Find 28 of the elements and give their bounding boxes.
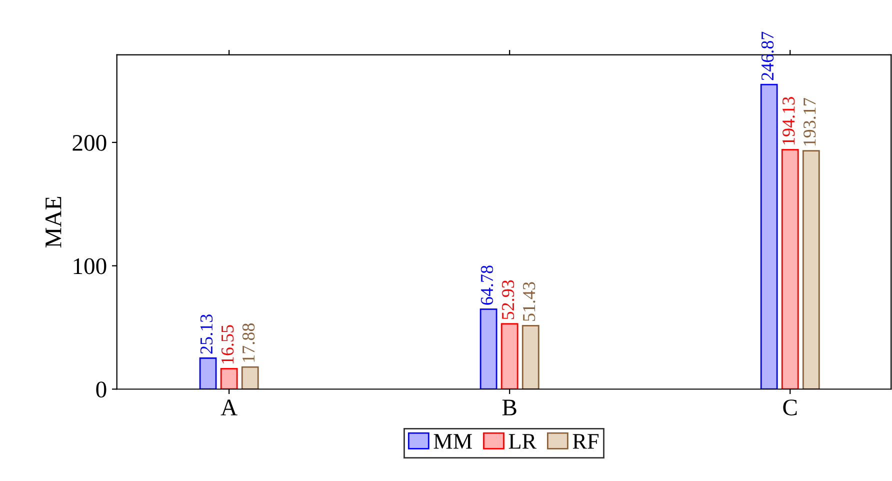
data-label: 193.17 — [804, 98, 816, 146]
legend-label: MM — [434, 434, 472, 449]
data-label: 17.88 — [242, 323, 255, 362]
y-tick-label: 200 — [72, 134, 106, 151]
bar — [522, 324, 540, 390]
data-label: 16.55 — [221, 325, 234, 364]
data-label: 246.87 — [761, 32, 774, 80]
bar — [199, 357, 217, 390]
y-axis-title: MAE — [46, 196, 62, 248]
data-label: 194.13 — [782, 97, 795, 144]
data-label: 25.13 — [200, 314, 213, 354]
data-label: 64.78 — [480, 266, 494, 305]
x-tick-label: C — [783, 400, 797, 416]
legend-label: LR — [508, 434, 537, 449]
data-label: 52.93 — [502, 280, 514, 320]
bar — [500, 323, 518, 390]
y-tick-label: 100 — [74, 258, 106, 274]
x-tick-label: B — [502, 400, 516, 416]
data-label: 51.43 — [523, 282, 536, 321]
x-tick-label: A — [220, 400, 238, 416]
bar — [760, 84, 778, 390]
legend-label: RF — [572, 434, 599, 449]
bar — [802, 150, 820, 390]
bar — [241, 366, 259, 390]
y-tick-label: 0 — [96, 382, 106, 398]
bar — [220, 368, 238, 390]
bar — [781, 148, 799, 390]
bar — [480, 308, 498, 390]
